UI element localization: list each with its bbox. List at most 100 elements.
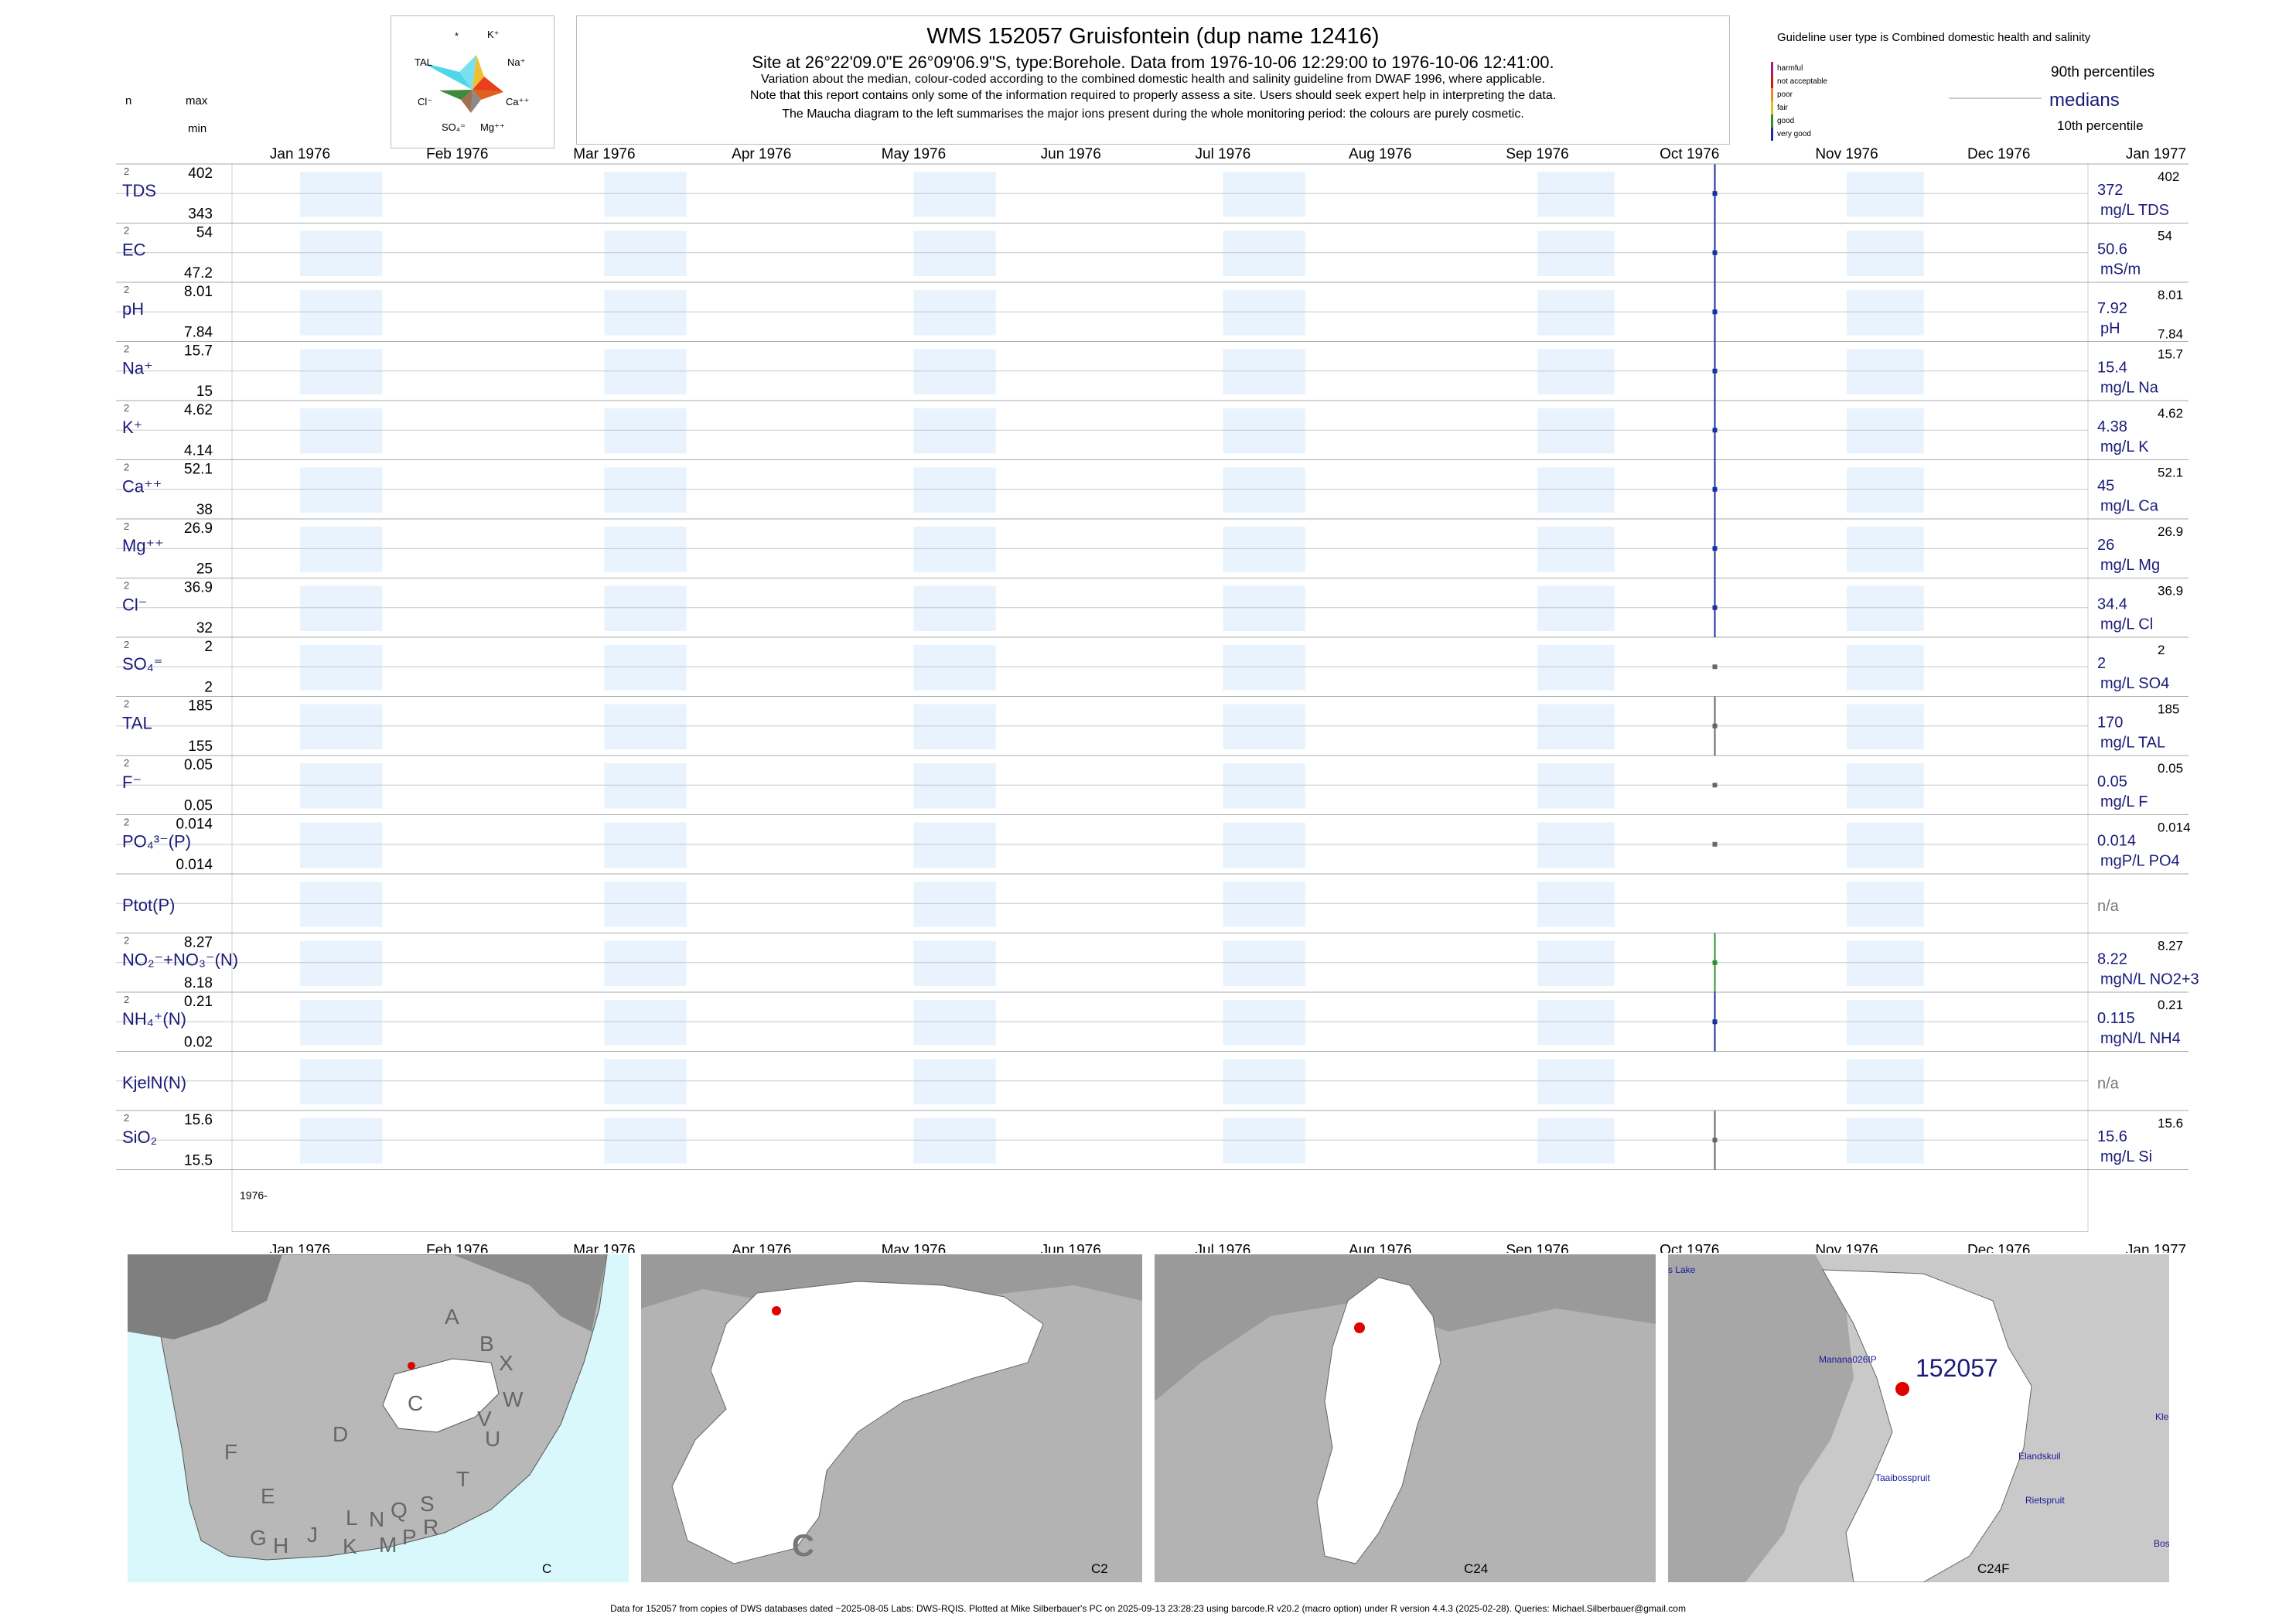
data-point	[1712, 368, 1718, 374]
series-n: 2	[124, 284, 129, 295]
series-median: n/a	[2097, 898, 2120, 915]
series-min: 0.014	[176, 857, 213, 873]
series-max: 185	[188, 698, 213, 715]
series-unit: mg/L K	[2100, 438, 2149, 455]
data-point	[1712, 960, 1718, 965]
series-name: Cl⁻	[122, 595, 147, 615]
place-name-6: Bos	[2154, 1538, 2169, 1549]
month-band	[300, 408, 383, 454]
region-letter-7: D	[333, 1422, 348, 1446]
month-band	[1537, 822, 1615, 868]
series-unit: mg/L Na	[2100, 380, 2159, 397]
map-panels: A B X W C V U D T F E G H J K L N M Q P …	[128, 1254, 2169, 1582]
month-label-bottom: Oct 1976	[1660, 1243, 1719, 1254]
series-p90: 0.014	[2158, 821, 2191, 835]
region-letter-4: C	[408, 1391, 423, 1415]
month-band	[913, 349, 996, 394]
month-band	[1537, 1000, 1615, 1046]
month-band	[1223, 585, 1305, 631]
month-label-bottom: Jan 1976	[270, 1243, 330, 1254]
month-band	[604, 408, 687, 454]
month-band	[604, 1000, 687, 1046]
month-band	[913, 1118, 996, 1164]
series-p90: 402	[2158, 169, 2179, 184]
month-band	[1847, 527, 1924, 572]
site-label: 152057	[1916, 1354, 1998, 1382]
footer-text: Data for 152057 from copies of DWS datab…	[610, 1603, 1686, 1614]
month-band	[1537, 527, 1615, 572]
month-label-bottom: Sep 1976	[1506, 1243, 1568, 1254]
region-letter-6: U	[485, 1427, 500, 1451]
max-column-label: max	[186, 94, 208, 107]
month-band	[913, 467, 996, 513]
series-p90: 54	[2158, 229, 2172, 244]
month-band	[913, 1059, 996, 1104]
month-label-bottom: Nov 1976	[1815, 1243, 1878, 1254]
legend-swatch-1	[1771, 75, 1773, 88]
month-band	[1537, 1059, 1615, 1104]
month-band	[913, 704, 996, 749]
series-median: 45	[2097, 478, 2114, 495]
data-point	[1712, 1138, 1718, 1143]
month-band	[300, 704, 383, 749]
month-band	[300, 822, 383, 868]
month-band	[1847, 940, 1924, 986]
month-band	[1223, 408, 1305, 454]
month-band	[1847, 585, 1924, 631]
series-name: pH	[122, 299, 144, 319]
legend-swatch-2	[1771, 88, 1773, 101]
legend-category-0: harmful	[1777, 64, 1803, 73]
month-band	[1223, 882, 1305, 927]
series-median: 2	[2097, 655, 2106, 672]
barcode-chart: Jan 1976 Jan 1976 Feb 1976 Feb 1976 Mar 1976…	[116, 146, 2199, 1254]
region-letter-9: F	[224, 1440, 237, 1464]
month-band	[1847, 704, 1924, 749]
series-max: 15.7	[184, 343, 213, 360]
series-p90: 36.9	[2158, 584, 2183, 599]
month-band	[300, 467, 383, 513]
series-n: 2	[124, 462, 129, 473]
month-label-bottom: Dec 1976	[1967, 1243, 2030, 1254]
month-label-top: Mar 1976	[573, 146, 635, 162]
month-label-top: Jul 1976	[1196, 146, 1251, 162]
legend-category-2: poor	[1777, 90, 1793, 99]
series-max: 15.6	[184, 1112, 213, 1128]
note-3: The Maucha diagram to the left summarise…	[782, 107, 1524, 121]
month-band	[1537, 172, 1615, 217]
month-band	[300, 527, 383, 572]
series-n: 2	[124, 817, 129, 828]
series-p90: 185	[2158, 702, 2179, 717]
month-band	[604, 230, 687, 276]
month-band	[1223, 940, 1305, 986]
series-min: 0.02	[184, 1035, 213, 1051]
guideline-legend: harmful not acceptable poor fair good very go…	[1771, 62, 1827, 141]
month-band	[604, 1059, 687, 1104]
series-max: 52.1	[184, 462, 213, 478]
month-band	[300, 172, 383, 217]
region-letter-17: M	[379, 1533, 397, 1557]
month-band	[604, 290, 687, 336]
series-min: 38	[196, 502, 213, 518]
month-band	[1847, 408, 1924, 454]
map-panel-c24: C24	[1155, 1254, 1656, 1582]
series-p10: 7.84	[2158, 327, 2183, 342]
month-band	[1223, 704, 1305, 749]
region-letter-11: G	[250, 1526, 267, 1550]
legend-category-1: not acceptable	[1777, 77, 1827, 86]
month-band	[913, 527, 996, 572]
month-band	[1847, 1118, 1924, 1164]
series-n: 2	[124, 520, 129, 532]
month-band	[1223, 349, 1305, 394]
month-band	[1223, 1000, 1305, 1046]
series-name: TDS	[122, 181, 156, 200]
month-band	[300, 940, 383, 986]
series-max: 0.014	[176, 817, 213, 833]
region-letter-16: N	[369, 1507, 384, 1531]
region-letter-8: T	[456, 1467, 469, 1491]
series-min: 47.2	[184, 265, 213, 281]
month-label-top: Jan 1976	[270, 146, 330, 162]
series-name: SiO₂	[122, 1128, 157, 1147]
month-band	[1537, 408, 1615, 454]
region-letter-0: A	[445, 1305, 459, 1329]
page-title: WMS 152057 Gruisfontein (dup name 12416)	[926, 24, 1380, 49]
